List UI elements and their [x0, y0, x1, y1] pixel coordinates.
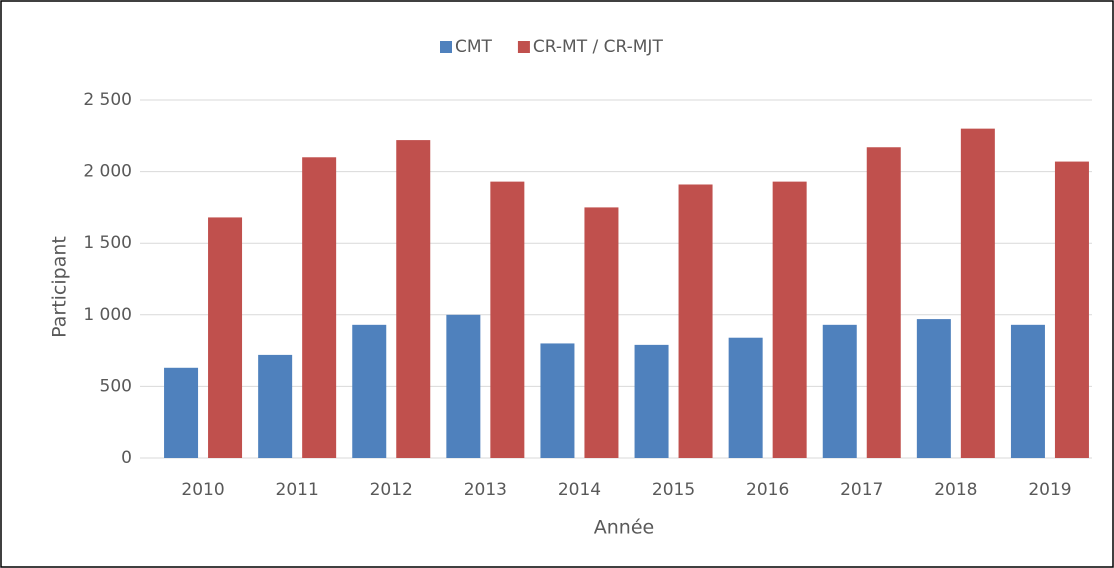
x-tick-label: 2018 — [934, 480, 977, 500]
bar — [540, 343, 575, 458]
bar — [960, 128, 995, 458]
y-tick-label: 1 500 — [83, 233, 132, 253]
bar — [490, 181, 525, 458]
x-tick-label: 2013 — [464, 480, 507, 500]
x-axis-title: Année — [594, 517, 654, 539]
x-tick-label: 2011 — [276, 480, 319, 500]
x-tick-label: 2010 — [181, 480, 224, 500]
x-tick-label: 2016 — [746, 480, 789, 500]
y-tick-label: 2 000 — [83, 162, 132, 182]
bar — [822, 324, 857, 458]
bar — [446, 314, 481, 458]
bar — [164, 367, 199, 458]
y-tick-label: 500 — [100, 376, 132, 396]
y-tick-label: 0 — [121, 448, 132, 468]
bar — [728, 337, 763, 458]
bar — [1054, 161, 1089, 459]
y-tick-label: 1 000 — [83, 305, 132, 325]
legend-label: CR-MT / CR-MJT — [533, 37, 664, 57]
bar — [352, 324, 387, 458]
bar — [634, 344, 669, 458]
bar — [208, 217, 243, 458]
x-tick-label: 2017 — [840, 480, 883, 500]
bar — [772, 181, 807, 458]
bar — [396, 140, 431, 458]
bar — [678, 184, 713, 458]
x-tick-label: 2015 — [652, 480, 695, 500]
x-tick-label: 2019 — [1028, 480, 1071, 500]
bar — [584, 207, 619, 458]
bar — [866, 147, 901, 459]
y-tick-label: 2 500 — [83, 90, 132, 110]
legend-swatch — [517, 41, 530, 53]
bar — [916, 319, 951, 458]
bar — [258, 354, 293, 458]
x-tick-label: 2012 — [370, 480, 413, 500]
bar — [1010, 324, 1045, 458]
legend-swatch — [440, 41, 452, 53]
y-axis-title: Participant — [49, 236, 71, 338]
x-tick-label: 2014 — [558, 480, 601, 500]
legend-label: CMT — [455, 37, 493, 57]
bar — [302, 157, 337, 458]
